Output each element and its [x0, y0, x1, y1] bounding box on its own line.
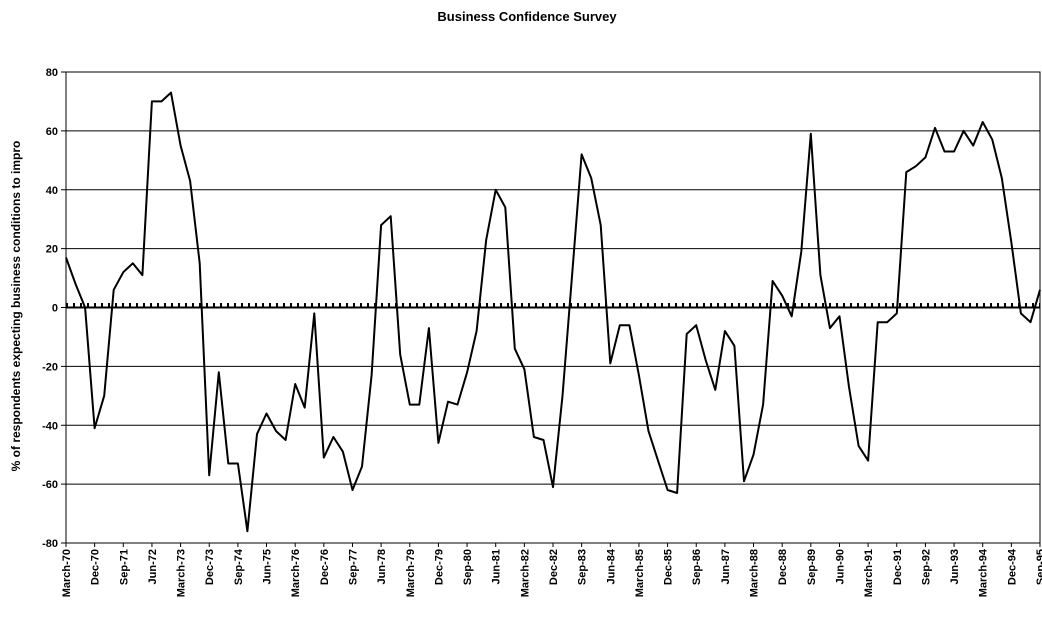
x-tick-label: Sep-92 [920, 549, 932, 585]
y-tick-label: 60 [46, 126, 58, 138]
y-tick-label: -80 [42, 538, 58, 550]
y-tick-label: -40 [42, 420, 58, 432]
gridlines [65, 71, 1041, 544]
x-tick-label: Jun-84 [605, 548, 617, 584]
x-tick-label: Dec-70 [90, 549, 102, 585]
x-tick-label: Sep-83 [577, 549, 589, 585]
x-tick-label: March-88 [749, 549, 761, 597]
x-tick-label: Dec-88 [777, 549, 789, 585]
y-axis-ticks: -80 -60 -40 -20 0 20 40 60 80 [42, 67, 66, 550]
x-tick-label: Sep-77 [347, 549, 359, 585]
x-tick-label: Dec-82 [548, 549, 560, 585]
y-axis-label: % of respondents expecting business cond… [9, 141, 23, 472]
x-tick-label: Jun-72 [147, 549, 159, 584]
x-tick-label: Jun-90 [834, 549, 846, 584]
x-tick-label: Dec-73 [204, 549, 216, 585]
x-tick-label: March-70 [61, 549, 73, 597]
y-tick-label: 0 [52, 303, 58, 315]
x-tick-label: Jun-78 [376, 549, 388, 584]
x-tick-label: Sep-89 [806, 549, 818, 585]
x-tick-label: Jun-87 [720, 549, 732, 584]
x-tick-label: Sep-95 [1035, 549, 1042, 585]
chart-title: Business Confidence Survey [437, 9, 617, 24]
x-tick-label: Sep-74 [233, 548, 245, 585]
x-tick-label: Jun-93 [949, 549, 961, 584]
plot-area [65, 91, 1041, 533]
y-tick-label: -60 [42, 479, 58, 491]
x-tick-label: Dec-79 [433, 549, 445, 585]
x-tick-label: March-76 [290, 549, 302, 597]
x-tick-label: March-85 [634, 549, 646, 597]
x-tick-label: Sep-71 [118, 549, 130, 585]
x-tick-label: Jun-81 [491, 549, 503, 584]
x-tick-label: Sep-86 [691, 549, 703, 585]
y-tick-label: 40 [46, 185, 58, 197]
x-tick-label: March-73 [176, 549, 188, 597]
y-tick-label: -20 [42, 361, 58, 373]
x-tick-label: March-82 [519, 549, 531, 597]
y-tick-label: 80 [46, 67, 58, 79]
x-tick-label: Dec-91 [892, 549, 904, 585]
confidence-series-line [65, 91, 1041, 533]
x-tick-label: Dec-85 [663, 549, 675, 585]
x-axis-ticks: March-70 Dec-70 Sep-71 Jun-72 March-73 Dec-73… [61, 543, 1042, 597]
x-tick-label: March-94 [978, 548, 990, 597]
y-tick-label: 20 [46, 244, 58, 256]
x-tick-label: March-79 [405, 549, 417, 597]
x-tick-label: Dec-94 [1006, 548, 1018, 585]
x-tick-label: Sep-80 [462, 549, 474, 585]
x-tick-label: March-91 [863, 549, 875, 597]
x-tick-label: Dec-76 [319, 549, 331, 585]
x-tick-label: Jun-75 [262, 549, 274, 584]
